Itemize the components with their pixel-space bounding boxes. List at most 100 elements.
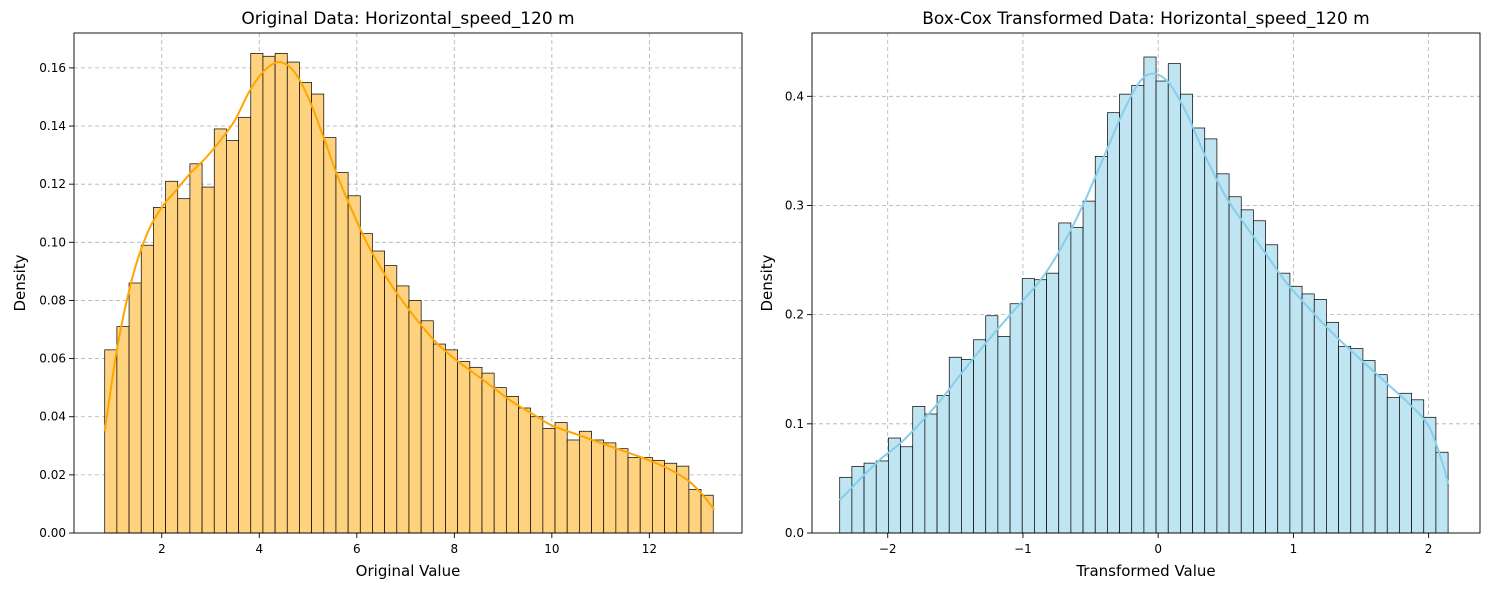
histogram-bar: [347, 195, 361, 534]
histogram-bar: [1386, 397, 1400, 534]
histogram-bar: [384, 265, 398, 534]
x-tick-label: −2: [879, 542, 897, 556]
histogram-bar: [372, 250, 385, 534]
histogram-bar: [408, 300, 422, 534]
x-tick-label: 12: [642, 542, 657, 556]
histogram-bar: [1399, 392, 1412, 534]
histogram-bar: [591, 439, 605, 534]
histogram-bar: [530, 416, 544, 534]
y-axis-label: Density: [758, 254, 776, 311]
chart-title: Box-Cox Transformed Data: Horizontal_spe…: [922, 9, 1369, 29]
x-axis-ticks: 2 4 6 8 10 12: [158, 533, 657, 556]
histogram-bar: [839, 476, 853, 534]
histogram-bar: [140, 244, 154, 534]
histogram-bar: [274, 52, 288, 534]
histogram-bar: [1155, 80, 1169, 534]
histogram-bar: [1265, 244, 1279, 534]
y-tick-label: 0.4: [785, 89, 804, 103]
histogram-bar: [286, 61, 300, 534]
histogram-bar: [153, 207, 166, 534]
histogram-bars: [104, 52, 714, 534]
histogram-bar: [961, 359, 974, 534]
histogram-bar: [1326, 321, 1339, 534]
y-axis-label: Density: [11, 254, 29, 311]
x-tick-label: 0: [1154, 542, 1162, 556]
left-chart-panel: Original Data: Horizontal_speed_120 m 2 4…: [11, 9, 743, 580]
histogram-bar: [226, 140, 239, 534]
histogram-bar: [505, 396, 519, 534]
histogram-bar: [1411, 399, 1425, 534]
histogram-bar: [1313, 299, 1327, 534]
histogram-bar: [627, 457, 641, 534]
histogram-bar: [165, 180, 179, 534]
histogram-bar: [875, 460, 889, 534]
histogram-bar: [1046, 272, 1060, 534]
kde-curve: [103, 61, 716, 511]
histogram-bar: [936, 395, 950, 534]
histogram-bar: [1058, 222, 1072, 534]
kde-line: [103, 61, 716, 511]
histogram-bar: [1253, 220, 1266, 534]
histogram-bar: [997, 336, 1011, 534]
histogram-bar: [1082, 200, 1096, 534]
histogram-bar: [1228, 196, 1242, 534]
y-axis-ticks: 0.0 0.1 0.2 0.3 0.4: [785, 89, 812, 540]
histogram-bar: [396, 285, 410, 534]
y-tick-label: 0.06: [39, 352, 66, 366]
histogram-bar: [948, 356, 962, 534]
histogram-bar: [201, 186, 215, 534]
histogram-bar: [1374, 374, 1388, 534]
histogram-bar: [311, 93, 325, 534]
histogram-bar: [1034, 279, 1047, 534]
histogram-bar: [1180, 93, 1193, 534]
histogram-bar: [1021, 278, 1035, 534]
x-tick-label: 1: [1290, 542, 1298, 556]
histogram-bar: [481, 372, 495, 534]
histogram-bar: [189, 163, 203, 534]
histogram-bar: [1094, 156, 1108, 534]
histogram-bar: [335, 172, 349, 534]
y-tick-label: 0.14: [39, 119, 66, 133]
histogram-bar: [688, 489, 702, 534]
histogram-bar: [579, 430, 592, 534]
histogram-bar: [973, 339, 987, 534]
histogram-bar: [1143, 56, 1157, 534]
y-tick-label: 0.04: [39, 410, 66, 424]
histogram-bar: [1167, 63, 1181, 534]
y-tick-label: 0.10: [39, 235, 66, 249]
right-chart-panel: Box-Cox Transformed Data: Horizontal_spe…: [758, 9, 1481, 580]
histogram-bar: [1070, 226, 1084, 534]
y-tick-label: 0.00: [39, 526, 66, 540]
histogram-bar: [542, 427, 556, 534]
histogram-bar: [1119, 93, 1133, 534]
histogram-bar: [238, 116, 252, 534]
plot-frame: [73, 32, 743, 534]
x-tick-label: 2: [1425, 542, 1433, 556]
histogram-bar: [652, 459, 665, 534]
x-tick-label: 6: [353, 542, 361, 556]
histogram-bar: [1107, 112, 1120, 534]
kde-line: [838, 72, 1450, 501]
histogram-bar: [518, 407, 532, 534]
histogram-bar: [566, 439, 580, 534]
histogram-bar: [603, 442, 617, 534]
histogram-bar: [900, 446, 914, 534]
y-tick-label: 0.16: [39, 61, 66, 75]
histogram-bar: [554, 422, 568, 534]
histogram-bars: [839, 56, 1449, 534]
histogram-bar: [1204, 138, 1218, 534]
y-tick-label: 0.1: [785, 417, 804, 431]
histogram-bar: [457, 361, 471, 534]
histogram-bar: [985, 315, 999, 534]
x-tick-label: −1: [1014, 542, 1032, 556]
histogram-bar: [177, 198, 191, 534]
x-tick-label: 10: [544, 542, 559, 556]
histogram-bar: [1423, 416, 1437, 534]
y-tick-label: 0.0: [785, 526, 804, 540]
histogram-bar: [1301, 293, 1315, 534]
x-tick-label: 4: [255, 542, 263, 556]
histogram-bar: [1216, 173, 1230, 534]
x-axis-label: Original Value: [356, 562, 461, 580]
histogram-bar: [323, 137, 337, 534]
